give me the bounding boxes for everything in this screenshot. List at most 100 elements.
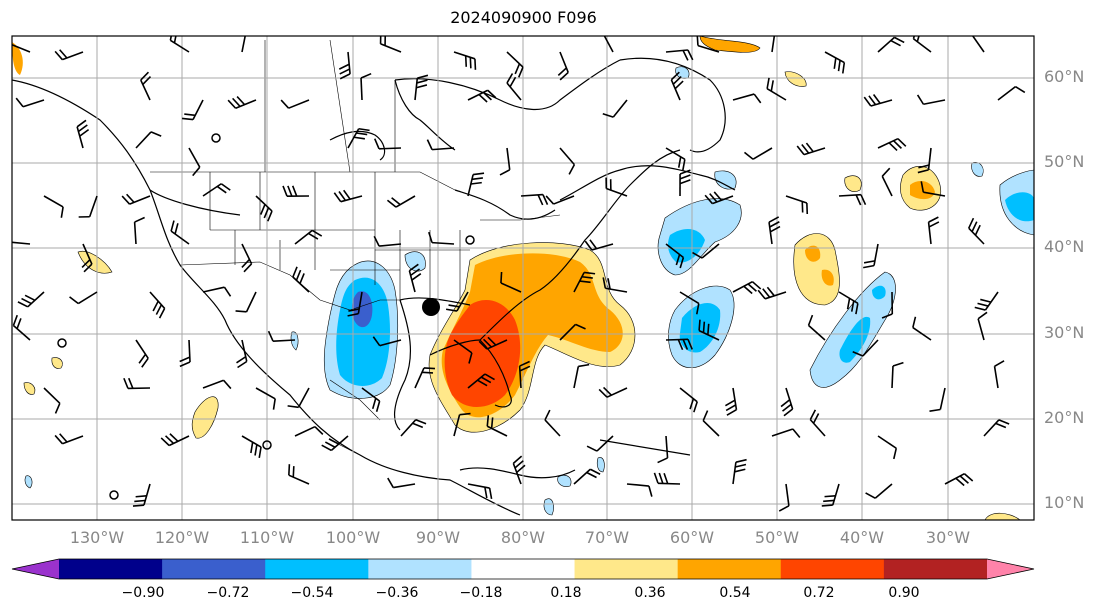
wind-barb	[743, 147, 773, 160]
wind-barb	[453, 51, 477, 70]
wind-barb	[927, 216, 940, 245]
wind-barb	[785, 195, 809, 215]
wind-barb	[877, 36, 905, 53]
wind-barb	[838, 193, 867, 206]
wind-barb	[920, 181, 946, 197]
wind-barb	[179, 339, 191, 368]
wind-barb	[267, 330, 296, 342]
wind-barb	[467, 172, 485, 197]
wind-barb	[602, 99, 628, 118]
wind-barb	[807, 314, 826, 341]
wind-barb	[227, 96, 257, 109]
wind-barb	[877, 137, 907, 152]
wind-barb	[445, 291, 469, 312]
wind-barb	[809, 409, 826, 437]
wind-barb	[653, 472, 681, 485]
lon-label: 130°W	[69, 528, 125, 547]
wind-barb	[778, 483, 790, 512]
wind-barb	[665, 147, 686, 171]
wind-barb	[586, 435, 614, 452]
wind-barb	[255, 387, 276, 410]
colorbar-min-extension	[12, 559, 59, 579]
wind-barb	[573, 271, 596, 293]
wind-barb	[17, 291, 45, 308]
wind-barb	[12, 43, 31, 53]
wind-barb	[506, 51, 524, 78]
lat-label: 40°N	[1044, 237, 1085, 256]
wind-barb	[169, 36, 190, 53]
wind-barb	[78, 195, 98, 218]
lon-label: 30°W	[925, 528, 971, 547]
wind-barb	[453, 412, 471, 437]
wind-barb	[732, 458, 747, 485]
wind-barb	[838, 291, 859, 315]
colorbar-cell	[368, 559, 472, 579]
colorbar-tick: 0.18	[550, 585, 582, 601]
lon-label: 120°W	[154, 528, 210, 547]
lat-label: 20°N	[1044, 408, 1085, 427]
colorbar-cell	[780, 559, 885, 579]
wind-barb	[916, 94, 946, 106]
wind-barb	[559, 147, 576, 175]
wind-barb	[559, 323, 586, 341]
wind-barb	[692, 243, 720, 259]
wind-barb	[545, 195, 575, 205]
wind-barb	[43, 387, 61, 414]
wind-barb	[821, 483, 840, 507]
wind-barb	[780, 387, 794, 417]
wind-barb	[824, 51, 846, 74]
wind-barb	[771, 428, 801, 439]
wind-barb	[372, 336, 402, 347]
wind-barb	[202, 183, 231, 197]
wind-barb	[518, 360, 531, 389]
wind-barb	[241, 243, 253, 273]
wind-barb	[387, 477, 416, 489]
wind-barb	[43, 195, 64, 218]
wind-barb	[361, 387, 381, 412]
wind-barb	[605, 177, 628, 197]
wind-barb	[69, 291, 98, 305]
wind-barb	[386, 195, 416, 208]
positive-anomaly-fields	[12, 36, 1021, 520]
wind-barb	[665, 243, 685, 269]
colorbar-tick: −0.36	[375, 585, 419, 601]
colorbar-tick: −0.72	[206, 585, 250, 601]
colorbar-cell	[265, 559, 369, 579]
wind-barb	[81, 243, 93, 273]
wind-barb	[912, 316, 932, 341]
wind-barb	[724, 387, 738, 416]
wind-barb	[76, 119, 90, 149]
wind-barb	[202, 379, 232, 390]
colorbar-cell	[59, 559, 163, 579]
wind-barb	[768, 216, 781, 245]
wind-barb	[160, 433, 190, 447]
wind-barb	[347, 291, 363, 317]
wind-barb	[881, 167, 893, 197]
wind-barb	[467, 373, 495, 389]
wind-barb	[679, 291, 700, 315]
wind-barb	[133, 216, 145, 245]
wind-barb	[426, 139, 455, 151]
wind-barb	[12, 241, 31, 245]
wind-barb	[983, 419, 1010, 437]
lat-label: 10°N	[1044, 493, 1085, 512]
lon-label: 70°W	[584, 528, 630, 547]
colorbar-cell	[883, 559, 988, 579]
wind-barb	[702, 410, 720, 437]
lon-label: 40°W	[839, 528, 885, 547]
wind-barb	[54, 433, 84, 445]
wind-barb	[135, 131, 162, 149]
wind-barb	[486, 415, 508, 437]
wind-barb	[598, 386, 628, 398]
wind-barb	[467, 89, 497, 103]
wind-barb	[584, 239, 614, 251]
wind-barb	[373, 138, 402, 150]
lon-label: 90°W	[415, 528, 461, 547]
wind-barb	[236, 339, 248, 369]
wind-barb	[288, 464, 310, 485]
wind-barb	[626, 483, 653, 497]
wind-barb	[292, 266, 310, 293]
wind-barb	[241, 36, 246, 53]
graticule	[12, 36, 1034, 520]
wind-barb	[698, 319, 720, 341]
